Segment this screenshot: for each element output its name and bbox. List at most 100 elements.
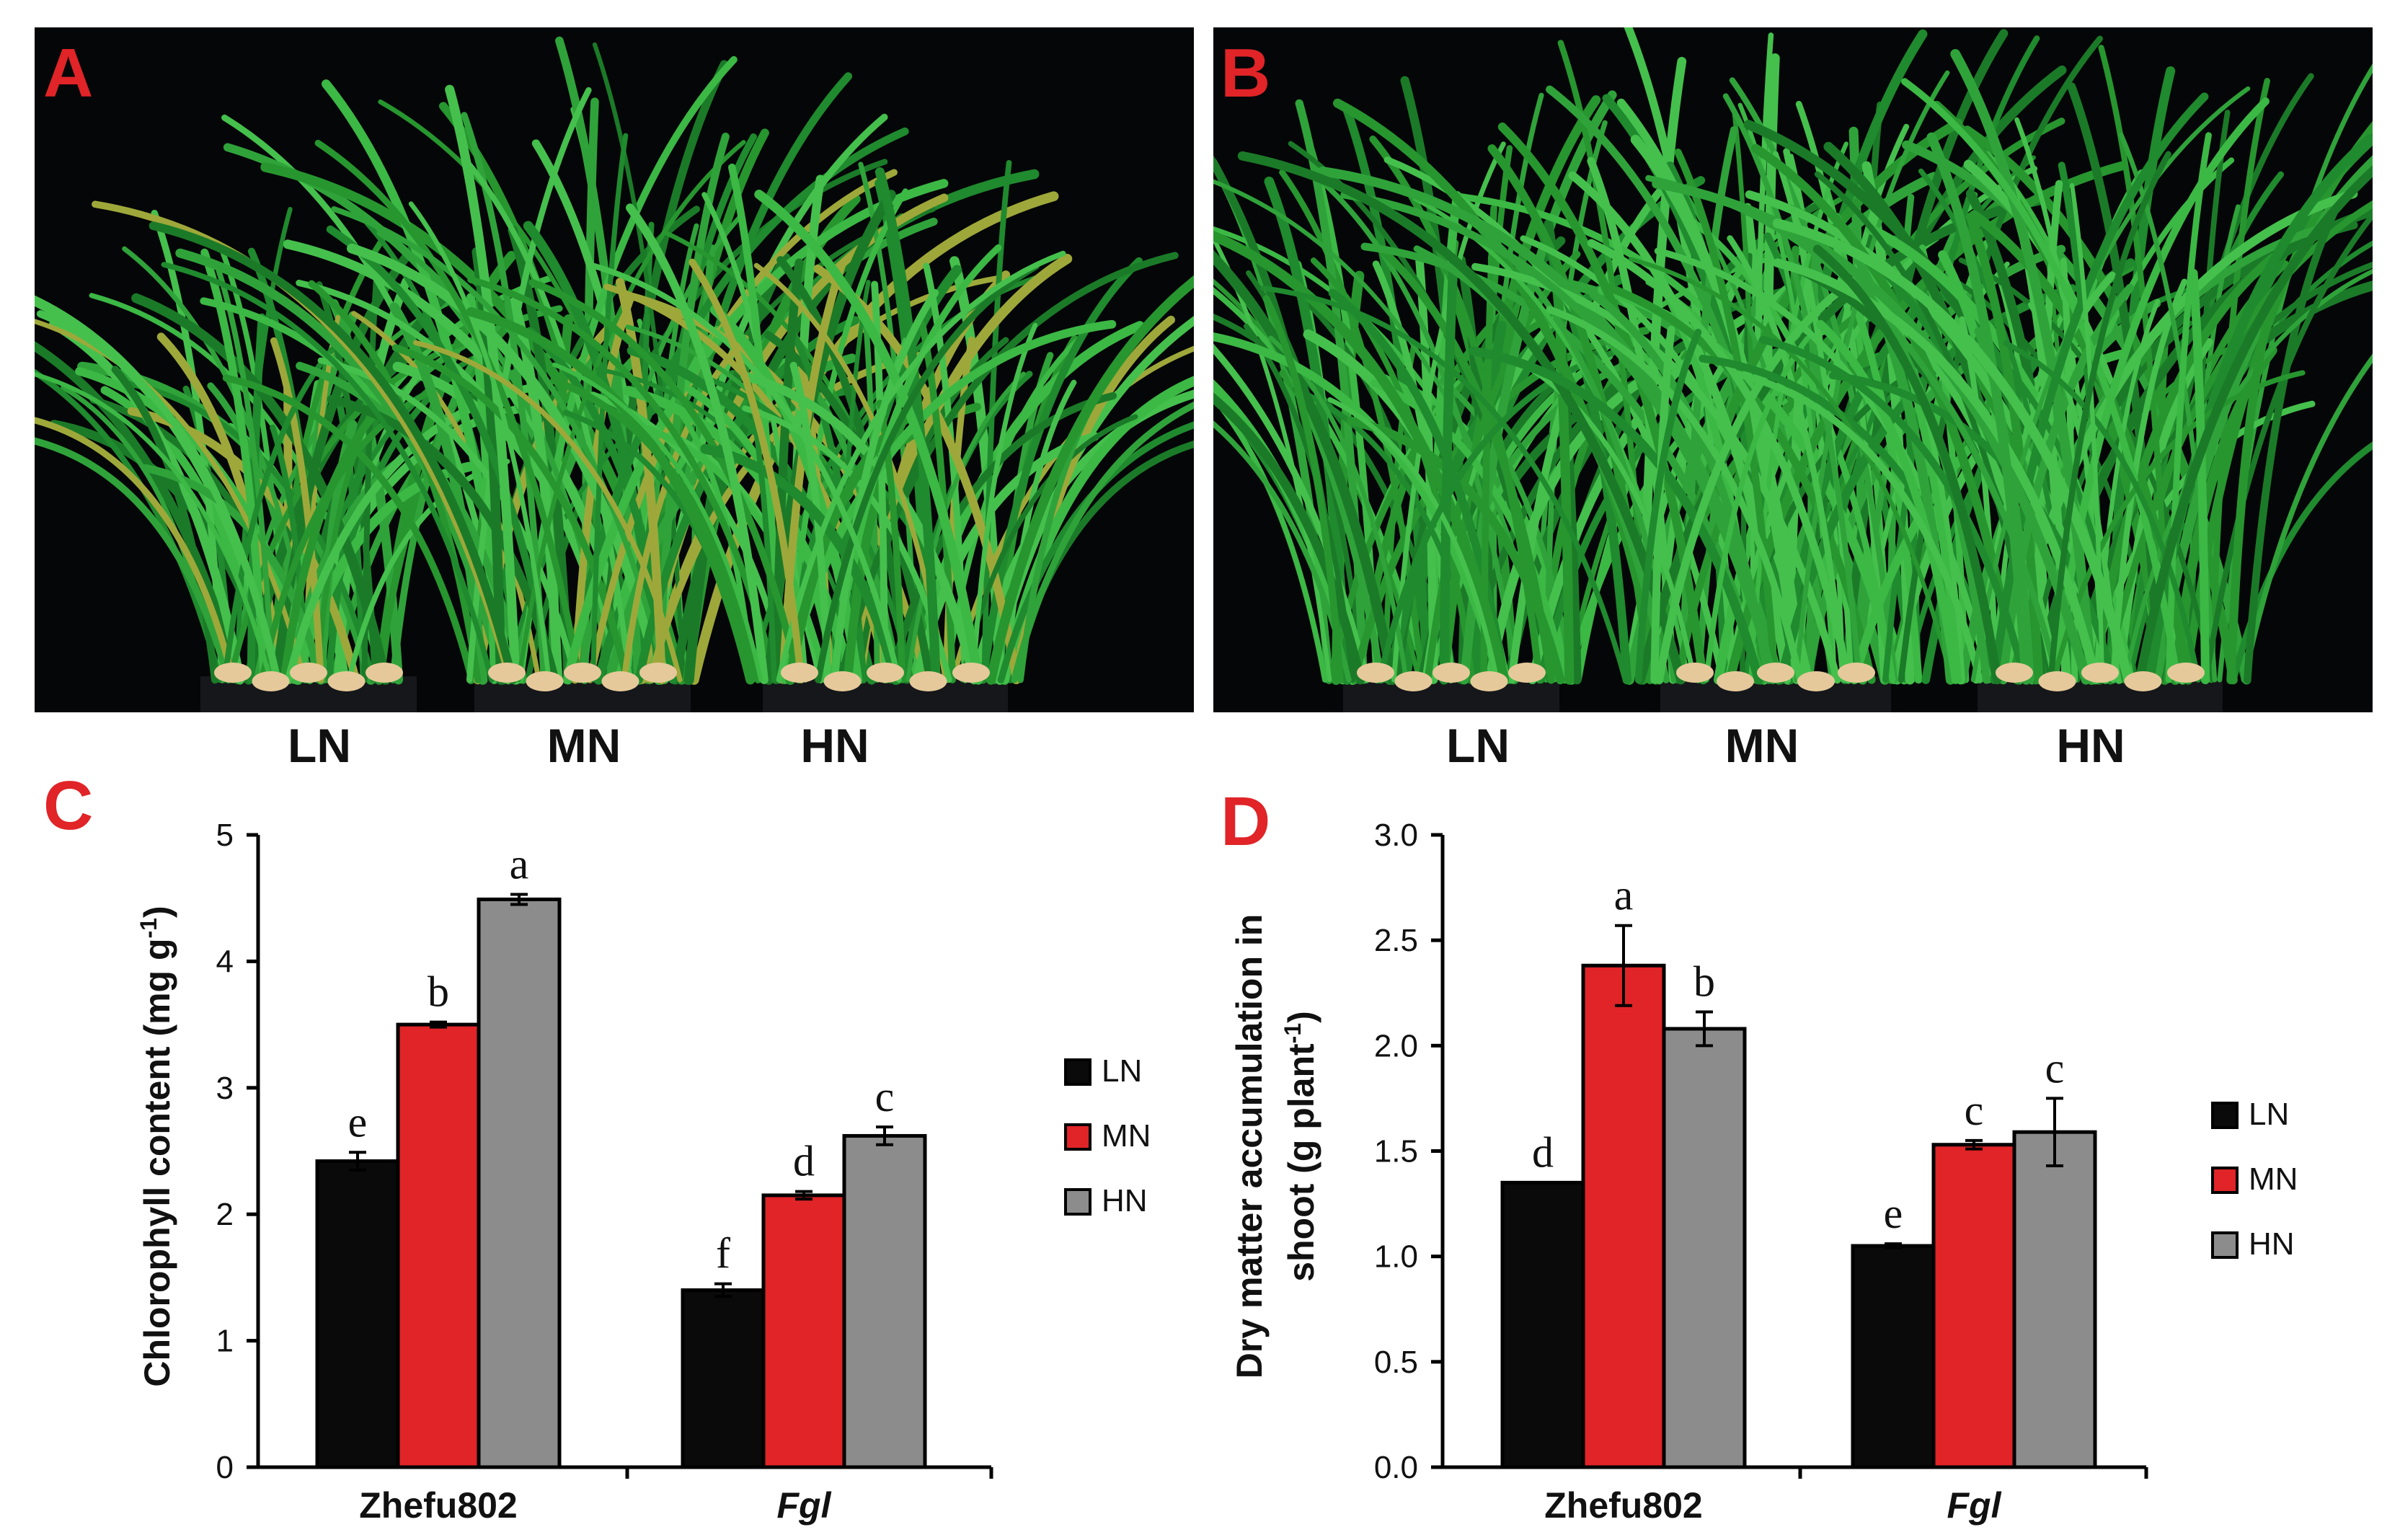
rice-leaf: [970, 322, 1038, 683]
rice-leaf: [1328, 288, 1509, 684]
significance-letter: d: [1532, 1128, 1554, 1176]
plant-base-foam: [290, 663, 327, 683]
legend-label: HN: [2249, 1226, 2295, 1262]
significance-letter: d: [793, 1138, 815, 1185]
rice-leaf: [1439, 378, 1575, 683]
panel-letter-d: D: [1221, 783, 1271, 860]
rice-leaf: [876, 399, 906, 683]
x-category-label: Zhefu802: [359, 1485, 518, 1526]
photo-a-label-ln: LN: [288, 719, 351, 772]
rice-plants-photo-b: [1213, 27, 2373, 712]
rice-leaf: [831, 289, 939, 684]
legend-label: LN: [2249, 1097, 2289, 1132]
photo-panel-a: [35, 27, 1194, 712]
bar: [1500, 1180, 1585, 1469]
panel-letter-b: B: [1221, 35, 1271, 112]
rice-leaf: [905, 371, 1026, 683]
rice-leaf: [1773, 258, 2101, 685]
rice-leaf: [1634, 328, 1702, 683]
legend-swatch: [2211, 1231, 2239, 1259]
photo-b-label-ln: LN: [1446, 719, 1510, 772]
rice-leaf: [754, 190, 983, 685]
rice-leaf: [1213, 392, 1365, 685]
rice-leaf: [1528, 291, 1797, 685]
x-category-label: Fgl: [1947, 1485, 2002, 1526]
rice-leaf: [347, 243, 664, 685]
bar: [2012, 1130, 2097, 1469]
plant-base-foam: [1357, 663, 1394, 683]
bar: [1931, 1143, 2016, 1469]
bar: [477, 897, 562, 1469]
rice-leaf: [1546, 306, 1804, 683]
bar: [1662, 1027, 1747, 1469]
rice-leaf: [1759, 335, 2029, 684]
legend-label: HN: [1102, 1183, 1148, 1218]
plant-base-foam: [1757, 663, 1794, 683]
rice-leaf: [2050, 97, 2270, 684]
rice-leaf: [516, 56, 738, 683]
plant-base-foam: [2167, 663, 2205, 683]
rice-leaf: [326, 225, 556, 684]
x-category-label: Fgl: [777, 1485, 832, 1526]
rice-leaf: [1327, 397, 1500, 683]
rice-leaf: [625, 419, 829, 683]
rice-leaf: [1704, 336, 1810, 683]
rice-leaf: [688, 258, 805, 683]
plant-base-foam: [639, 663, 677, 683]
rice-leaf: [552, 362, 763, 683]
y-tick-label: 3.0: [1374, 818, 1418, 853]
plant-base-foam: [564, 663, 601, 683]
rice-leaf: [2189, 268, 2210, 685]
rice-leaf: [2135, 164, 2373, 685]
rice-leaf: [361, 261, 381, 683]
rice-leaf: [1320, 180, 1520, 683]
rice-leaf: [585, 261, 902, 683]
rice-leaf: [1699, 355, 2001, 684]
plant-base-foam: [1996, 663, 2033, 683]
rice-leaf: [270, 337, 324, 683]
plant-base-foam: [1676, 663, 1714, 683]
rice-leaf: [2241, 353, 2373, 683]
rice-leaf: [1748, 141, 1848, 683]
significance-letter: e: [348, 1098, 368, 1146]
significance-letter: c: [2045, 1044, 2065, 1092]
rice-leaf: [35, 417, 236, 683]
y-tick-label: 2.5: [1374, 923, 1418, 958]
significance-letter: e: [1884, 1190, 1903, 1237]
photo-a-label-mn: MN: [546, 719, 621, 772]
rice-leaf: [1655, 268, 1870, 684]
rice-leaf: [49, 319, 245, 685]
rice-leaf: [2115, 337, 2213, 684]
rice-leaf: [740, 371, 979, 685]
rice-leaf: [1213, 420, 1352, 683]
rice-leaf: [1011, 401, 1194, 683]
plant-base-foam: [1470, 671, 1508, 691]
plant-base-foam: [2124, 671, 2162, 691]
plant-base-foam: [601, 671, 639, 691]
rice-leaf: [35, 371, 273, 683]
plant-base-foam: [252, 671, 290, 691]
plant-base-foam: [2081, 663, 2119, 683]
plant-base-foam: [488, 663, 526, 683]
plant-base-foam: [2038, 671, 2076, 691]
rice-leaf: [331, 206, 668, 683]
bar: [842, 1133, 927, 1469]
photo-panel-b: [1213, 27, 2373, 712]
rice-leaf: [776, 250, 1066, 683]
plant-base-foam: [952, 663, 990, 683]
photo-b-label-mn: MN: [1724, 719, 1799, 772]
legend-swatch: [1064, 1188, 1091, 1216]
rice-leaf: [1468, 346, 1763, 685]
significance-letter: c: [875, 1073, 895, 1120]
plant-base-foam: [823, 671, 862, 691]
rice-leaf: [789, 361, 832, 684]
rice-leaf: [222, 374, 476, 683]
y-tick-label: 2: [216, 1197, 234, 1232]
plant-base-foam: [867, 663, 904, 683]
rice-leaf: [1816, 319, 1960, 684]
rice-leaf: [408, 201, 552, 683]
x-category-label: Zhefu802: [1544, 1485, 1703, 1526]
rice-leaf: [2203, 211, 2373, 683]
legend-swatch: [1064, 1123, 1091, 1151]
